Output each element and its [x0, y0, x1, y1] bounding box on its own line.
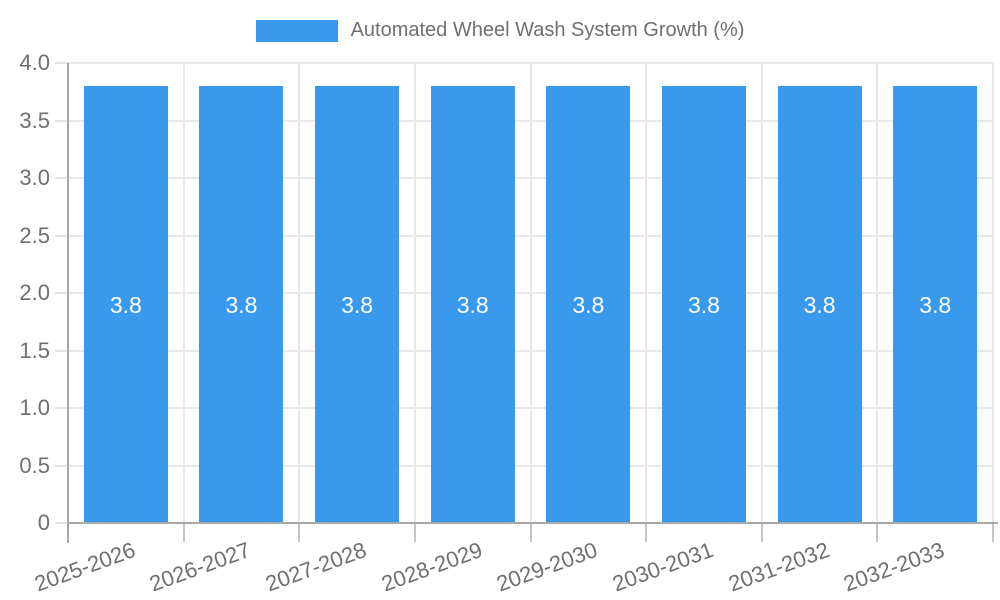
gridline-v — [645, 63, 648, 523]
x-tick — [876, 523, 879, 542]
bar-value-label: 3.8 — [341, 291, 374, 318]
bar — [315, 86, 400, 523]
plot-area: 0 0.5 1.0 1.5 2.0 2.5 3.0 3.5 4.0 2025-2026 2026-2… — [19, 50, 998, 596]
y-tick — [55, 234, 68, 237]
x-tick — [413, 523, 416, 542]
x-tick — [645, 523, 648, 542]
gridline-v — [529, 63, 532, 523]
y-axis-label: 2.0 — [19, 280, 50, 305]
legend-label: Automated Wheel Wash System Growth (%) — [350, 19, 745, 41]
y-axis-label: 0 — [37, 510, 50, 535]
x-axis-line — [67, 522, 998, 524]
legend-swatch-icon — [255, 19, 338, 42]
y-axis-label: 1.0 — [19, 395, 50, 420]
x-tick — [298, 523, 301, 542]
bar-value-label: 3.8 — [919, 291, 952, 318]
y-axis-label: 2.5 — [19, 222, 50, 248]
bar-value-label: 3.8 — [109, 291, 142, 318]
x-tick — [760, 523, 763, 542]
gridline-v — [413, 63, 416, 523]
bar — [546, 86, 631, 523]
gridline-v — [298, 63, 301, 523]
bar-value-label: 3.8 — [803, 291, 836, 318]
y-tick — [55, 349, 68, 352]
y-tick — [55, 522, 68, 524]
y-axis-label: 4.0 — [19, 50, 50, 75]
gridline-v — [876, 63, 879, 523]
gridline-v — [760, 63, 763, 523]
y-tick — [55, 119, 68, 122]
bar — [777, 86, 862, 523]
y-axis-label: 0.5 — [19, 452, 50, 478]
bar — [83, 86, 168, 523]
y-axis-label: 1.5 — [19, 337, 50, 363]
bar — [430, 86, 515, 523]
bar — [199, 86, 284, 523]
y-tick — [55, 292, 68, 294]
x-tick — [992, 523, 994, 542]
x-tick — [182, 523, 185, 542]
gridline-v — [992, 63, 994, 523]
y-tick — [55, 464, 68, 467]
legend: Automated Wheel Wash System Growth (%) — [0, 19, 1000, 42]
y-tick — [55, 407, 68, 409]
gridline-v — [182, 63, 185, 523]
bar-value-label: 3.8 — [572, 291, 605, 318]
y-axis-label: 3.0 — [19, 165, 50, 190]
bar — [661, 86, 746, 523]
bar-value-label: 3.8 — [456, 291, 489, 318]
x-tick — [529, 523, 532, 542]
bar-value-label: 3.8 — [687, 291, 720, 318]
legend-item[interactable]: Automated Wheel Wash System Growth (%) — [255, 19, 745, 42]
bar — [893, 86, 978, 523]
bar-value-label: 3.8 — [225, 291, 258, 318]
y-tick — [55, 177, 68, 179]
y-tick — [55, 62, 68, 64]
y-axis-line — [67, 63, 69, 543]
y-axis-label: 3.5 — [19, 107, 50, 133]
